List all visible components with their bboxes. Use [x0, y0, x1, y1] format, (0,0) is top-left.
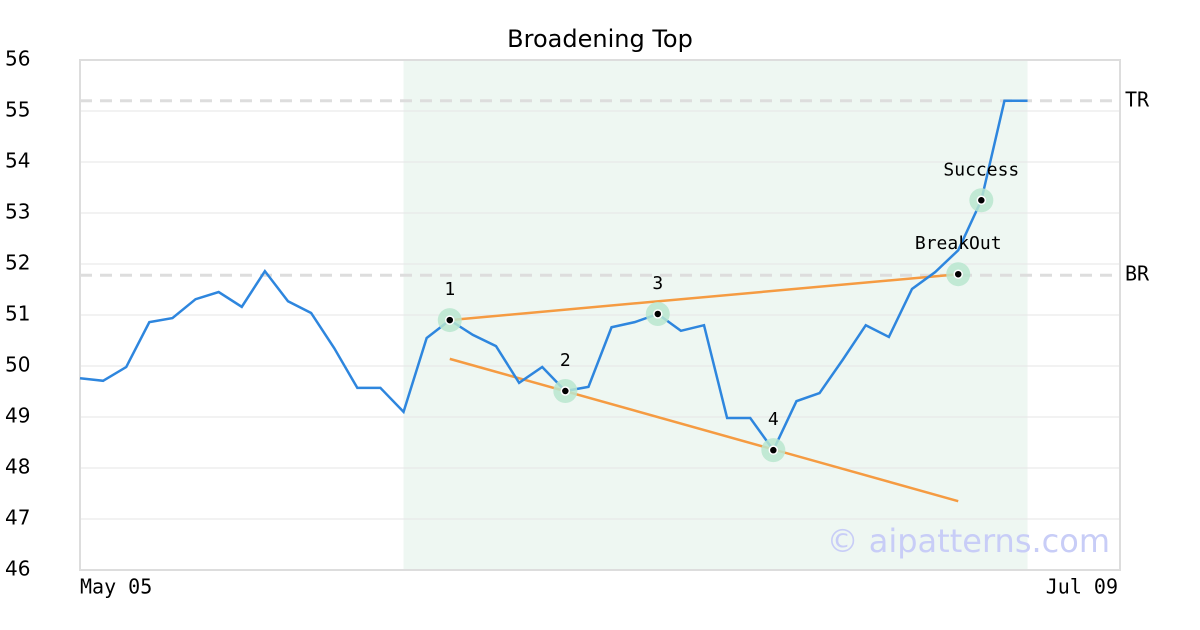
point-label: BreakOut [915, 233, 1002, 254]
y-tick-label: 47 [5, 506, 30, 530]
reference-label: TR [1125, 87, 1150, 111]
point-label: 4 [768, 409, 779, 430]
point-marker [976, 195, 987, 205]
point-label: 1 [444, 279, 455, 300]
point-label: 2 [560, 350, 571, 371]
y-tick-label: 56 [5, 47, 30, 71]
point-marker [953, 269, 963, 279]
y-tick-label: 50 [5, 353, 30, 377]
reference-label: BR [1125, 262, 1150, 286]
x-tick-label: Jul 09 [1046, 575, 1118, 599]
y-tick-label: 48 [5, 455, 30, 479]
trend-line [449, 357, 959, 503]
trend-line [449, 272, 959, 322]
y-tick-label: 46 [5, 557, 30, 581]
y-tick-label: 55 [5, 98, 30, 122]
y-tick-label: 51 [5, 302, 30, 326]
y-tick-label: 49 [5, 404, 30, 428]
x-tick-label: May 05 [80, 575, 152, 599]
y-tick-label: 54 [5, 149, 30, 173]
point-label: 3 [652, 273, 663, 294]
point-label: Success [943, 159, 1019, 180]
watermark: © aipatterns.com [827, 522, 1110, 560]
point-marker [768, 445, 779, 455]
chart-title: Broadening Top [507, 25, 693, 53]
point-marker [560, 386, 571, 396]
y-tick-label: 53 [5, 200, 30, 224]
price-line [79, 99, 1028, 453]
point-marker [445, 315, 455, 325]
plot-border [79, 59, 1121, 571]
y-tick-label: 52 [5, 251, 30, 275]
point-marker [653, 309, 663, 319]
